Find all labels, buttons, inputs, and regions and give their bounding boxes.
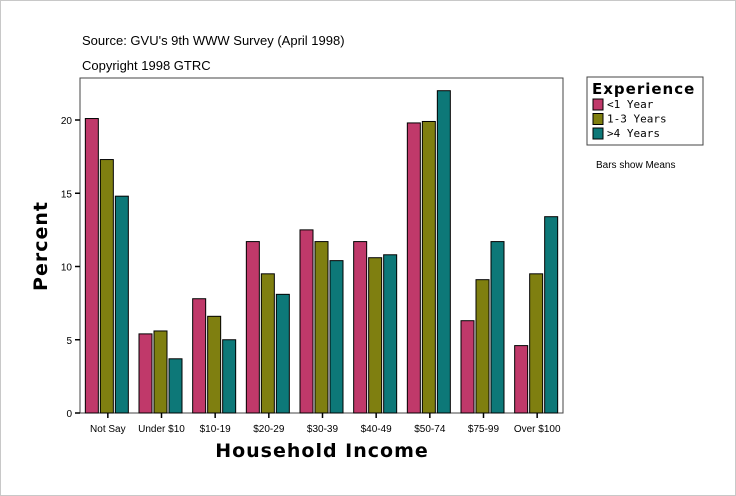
legend-swatch-2 <box>592 113 604 125</box>
y-tick-label: 10 <box>61 263 73 274</box>
bar-3-7 <box>436 90 451 414</box>
bar-2-6 <box>368 257 383 414</box>
bar-1-7 <box>406 122 421 414</box>
x-tick-label: $75-99 <box>468 424 500 435</box>
bar-1-3 <box>192 298 207 414</box>
legend-title: Experience <box>592 80 695 98</box>
bars-note: Bars show Means <box>596 160 675 171</box>
legend-swatch-1 <box>592 98 604 111</box>
x-tick-label: $20-29 <box>253 424 285 435</box>
y-axis: 0 5 10 15 20 <box>61 116 80 420</box>
bar-3-2 <box>168 358 183 414</box>
bar-3-9 <box>544 216 559 414</box>
y-tick-label: 20 <box>61 116 73 127</box>
bar-1-5 <box>299 229 314 414</box>
y-tick-label: 0 <box>66 409 72 420</box>
x-tick-label: Under $10 <box>138 424 185 435</box>
bar-3-8 <box>490 241 505 414</box>
bar-1-8 <box>460 320 475 414</box>
y-tick-label: 5 <box>66 336 72 347</box>
bar-2-4 <box>260 273 275 414</box>
bar-2-3 <box>207 315 222 414</box>
bar-2-7 <box>421 120 436 414</box>
bar-1-6 <box>353 241 368 414</box>
bar-2-8 <box>475 279 490 414</box>
bar-1-2 <box>138 333 153 414</box>
bar-2-9 <box>529 273 544 414</box>
bar-2-2 <box>153 330 168 414</box>
bar-1-9 <box>514 345 529 414</box>
x-tick-label: $10-19 <box>200 424 232 435</box>
bar-3-6 <box>383 254 398 414</box>
legend: Experience <1 Year 1-3 Years>4 Years <box>586 76 704 146</box>
bar-3-3 <box>222 339 237 414</box>
bar-1-1 <box>84 118 99 414</box>
x-tick-label: $40-49 <box>361 424 393 435</box>
bar-3-5 <box>329 260 344 414</box>
legend-label-3: >4 Years <box>607 127 660 140</box>
bars <box>84 90 559 414</box>
bar-3-1 <box>114 195 129 414</box>
x-axis: Not Say Under $10 $10-19 $20-29 $30-39 $40-49… <box>90 413 561 435</box>
legend-label-1: <1 Year <box>607 98 654 111</box>
legend-swatch-3 <box>592 127 604 140</box>
chart-subtitle: Copyright 1998 GTRC <box>82 58 211 73</box>
bar-3-4 <box>275 293 290 414</box>
bar-2-1 <box>99 159 114 414</box>
x-tick-label: $30-39 <box>307 424 339 435</box>
x-tick-label: Not Say <box>90 424 126 435</box>
legend-label-2: 1-3 Years <box>607 113 667 126</box>
chart-title: Source: GVU's 9th WWW Survey (April 1998… <box>82 33 345 48</box>
bar-1-4 <box>245 241 260 414</box>
x-axis-label: Household Income <box>215 440 429 462</box>
legend-box <box>586 76 704 146</box>
x-tick-label: Over $100 <box>514 424 561 435</box>
y-tick-label: 15 <box>61 189 73 200</box>
x-tick-label: $50-74 <box>414 424 446 435</box>
bar-2-5 <box>314 241 329 414</box>
y-axis-label: Percent <box>30 201 52 291</box>
